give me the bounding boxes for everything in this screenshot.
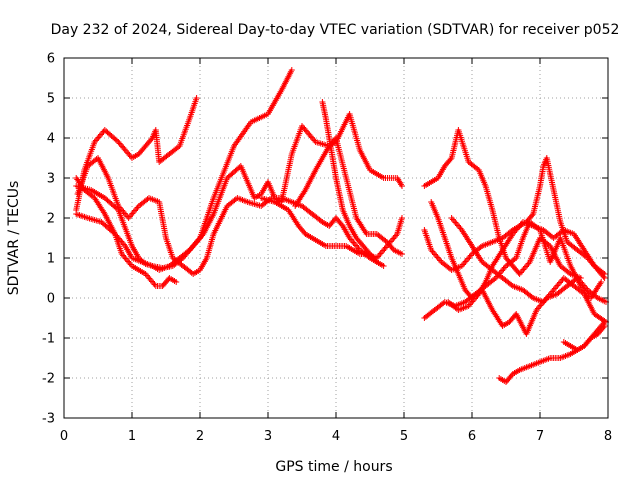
x-tick-label: 5 bbox=[400, 429, 408, 444]
data-marker-track bbox=[258, 195, 405, 261]
x-tick-label: 6 bbox=[468, 429, 476, 444]
plot-frame bbox=[63, 57, 609, 419]
y-tick-label: 4 bbox=[47, 132, 55, 147]
x-tick-label: 2 bbox=[196, 429, 204, 444]
data-points bbox=[73, 67, 609, 385]
data-marker-track bbox=[448, 215, 609, 325]
y-tick-label: -3 bbox=[42, 412, 55, 427]
y-tick-label: 0 bbox=[47, 292, 55, 307]
y-axis-label: SDTVAR / TECUs bbox=[6, 181, 22, 296]
series-track-9 bbox=[421, 127, 584, 281]
series-track-6 bbox=[258, 195, 405, 261]
y-tick-label: 6 bbox=[47, 52, 55, 67]
data-marker-track bbox=[496, 323, 608, 385]
chart-title: Day 232 of 2024, Sidereal Day-to-day VTE… bbox=[51, 22, 620, 38]
series-track-13 bbox=[448, 215, 609, 325]
axis-ticks: 0 1 2 3 4 5 6 7 8 -3 -2 -1 0 1 2 3 4 5 6 bbox=[42, 52, 612, 445]
y-tick-label: 1 bbox=[47, 252, 55, 267]
series-track-8 bbox=[319, 99, 387, 269]
series-track-16 bbox=[445, 219, 608, 313]
y-tick-label: 3 bbox=[47, 172, 55, 187]
x-tick-label: 7 bbox=[536, 429, 544, 444]
x-tick-label: 0 bbox=[60, 429, 68, 444]
y-tick-label: 5 bbox=[47, 92, 55, 107]
data-marker-track bbox=[319, 99, 387, 269]
y-tick-label: -1 bbox=[42, 332, 55, 347]
y-tick-label: -2 bbox=[42, 372, 55, 387]
y-tick-label: 2 bbox=[47, 212, 55, 227]
x-tick-label: 4 bbox=[332, 429, 340, 444]
series-track-15 bbox=[560, 319, 608, 353]
series-track-14 bbox=[496, 323, 608, 385]
data-marker-track bbox=[445, 219, 608, 313]
data-marker-track bbox=[421, 127, 584, 281]
x-tick-label: 1 bbox=[128, 429, 136, 444]
x-tick-label: 3 bbox=[264, 429, 272, 444]
data-marker-track bbox=[560, 319, 608, 353]
x-tick-label: 8 bbox=[604, 429, 612, 444]
grid bbox=[64, 58, 608, 418]
x-axis-label: GPS time / hours bbox=[275, 459, 392, 475]
